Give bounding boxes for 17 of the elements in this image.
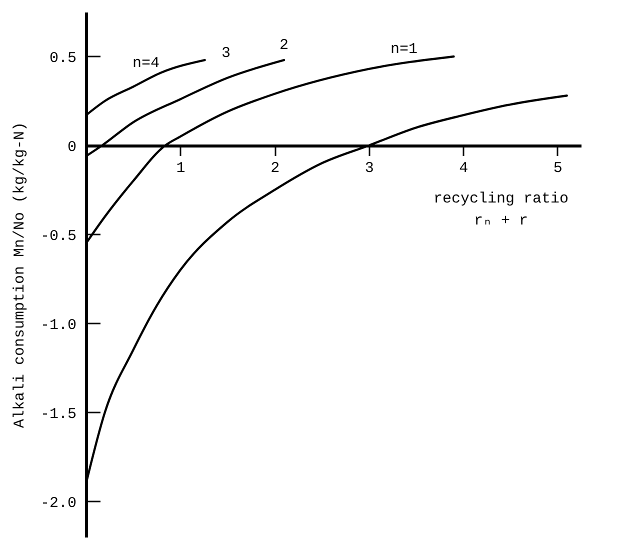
x-tick-label: 2 bbox=[270, 160, 280, 177]
annotation: n=1 bbox=[390, 41, 418, 58]
y-tick-label: -1.5 bbox=[40, 406, 76, 423]
y-tick-label: -0.5 bbox=[40, 228, 76, 245]
x-tick-label: 3 bbox=[364, 160, 374, 177]
x-tick-label: 1 bbox=[176, 160, 186, 177]
annotation: n=4 bbox=[132, 55, 160, 72]
x-tick-label: 4 bbox=[459, 160, 468, 177]
y-tick-label: -2.0 bbox=[40, 494, 76, 512]
y-axis-title: Alkali consumption Mn/No (kg/kg-N) bbox=[11, 122, 28, 428]
y-tick-label: 0 bbox=[67, 138, 76, 156]
annotation: 2 bbox=[279, 37, 289, 54]
y-tick-label: -1.0 bbox=[40, 316, 76, 334]
y-tick-label: 0.5 bbox=[49, 50, 76, 67]
x-axis-title: recycling ratio rₙ + r bbox=[433, 190, 569, 230]
x-tick-label: 5 bbox=[553, 160, 562, 177]
annotation: 3 bbox=[221, 45, 231, 62]
